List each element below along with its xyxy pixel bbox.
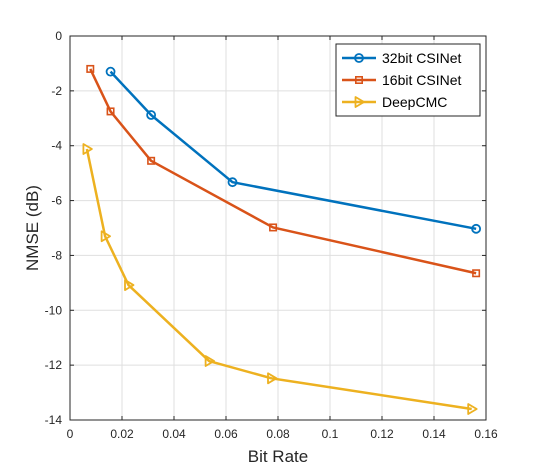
legend-item: 16bit CSINet — [342, 72, 461, 88]
series-group — [82, 64, 482, 415]
x-axis-ticks: 0 0.02 0.04 0.06 0.08 0.1 0.12 0.14 0.16 — [67, 36, 498, 441]
y-tick-label: -10 — [45, 303, 63, 317]
legend-marker — [354, 53, 364, 63]
x-tick-label: 0.14 — [422, 427, 446, 441]
y-tick-label: -6 — [51, 194, 62, 208]
data-point — [269, 223, 278, 232]
data-point — [100, 230, 111, 243]
x-tick-label: 0.16 — [474, 427, 498, 441]
data-point — [106, 107, 115, 116]
legend-marker — [354, 96, 365, 108]
y-axis-label: NMSE (dB) — [23, 185, 42, 271]
data-point — [124, 279, 135, 291]
x-tick-label: 0 — [67, 427, 74, 441]
y-tick-label: -4 — [51, 139, 62, 153]
data-point — [147, 156, 156, 165]
data-point — [105, 66, 116, 77]
data-point — [471, 223, 482, 234]
legend-item: 32bit CSINet — [342, 50, 461, 66]
y-axis-ticks: 0 -2 -4 -6 -8 -10 -12 -14 — [45, 29, 486, 427]
y-tick-label: -8 — [51, 248, 62, 262]
y-tick-label: -2 — [51, 84, 62, 98]
legend-label: DeepCMC — [382, 94, 447, 110]
data-point — [227, 177, 238, 188]
y-tick-label: -12 — [45, 358, 63, 372]
series-line — [89, 68, 477, 275]
x-tick-label: 0.06 — [214, 427, 238, 441]
series-16bit-csinet — [86, 64, 481, 278]
y-tick-label: 0 — [55, 29, 62, 43]
x-tick-label: 0.08 — [266, 427, 290, 441]
x-tick-label: 0.02 — [110, 427, 134, 441]
x-tick-label: 0.12 — [370, 427, 394, 441]
data-point — [204, 355, 216, 367]
data-point — [146, 110, 157, 120]
series-line — [85, 148, 472, 411]
legend: 32bit CSINet 16bit CSINet DeepCMC — [335, 43, 481, 117]
series-line — [109, 70, 477, 231]
legend-item: DeepCMC — [342, 94, 447, 110]
series-32bit-csinet — [105, 66, 482, 234]
x-axis-label: Bit Rate — [248, 447, 308, 466]
data-point — [86, 64, 95, 73]
x-tick-label: 0.04 — [162, 427, 186, 441]
data-point — [82, 143, 93, 155]
x-tick-label: 0.1 — [322, 427, 339, 441]
legend-label: 32bit CSINet — [382, 50, 461, 66]
series-deepcmc — [82, 143, 478, 415]
data-point — [467, 403, 478, 415]
y-tick-label: -14 — [45, 413, 63, 427]
data-point — [472, 269, 481, 278]
legend-label: 16bit CSINet — [382, 72, 461, 88]
legend-marker — [354, 76, 363, 85]
data-point — [267, 372, 278, 385]
